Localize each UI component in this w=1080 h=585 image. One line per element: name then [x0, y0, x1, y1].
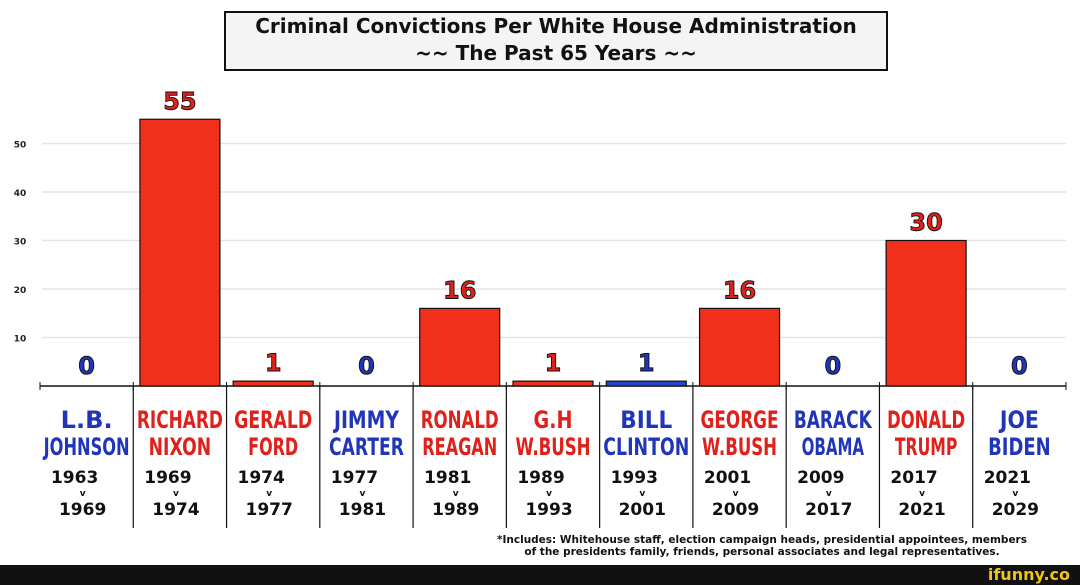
term-start-year: 1977 — [331, 468, 378, 488]
term-start-year: 2021 — [984, 468, 1031, 488]
term-end-year: 2017 — [805, 500, 852, 520]
term-separator: v — [546, 489, 552, 499]
y-tick-label: 10 — [14, 335, 27, 345]
president-name-line1: BARACK — [794, 406, 873, 434]
president-name-line1: GEORGE — [701, 406, 779, 434]
term-start-year: 2009 — [797, 468, 844, 488]
term-start-year: 1989 — [517, 468, 564, 488]
watermark-bar: ifunny.co — [0, 565, 1080, 585]
term-end-year: 2029 — [992, 500, 1039, 520]
term-end-year: 1974 — [152, 500, 199, 520]
footnote-line-2: of the presidents family, friends, perso… — [524, 546, 1000, 558]
chart-subtitle: ~~ The Past 65 Years ~~ — [415, 41, 697, 65]
president-name-line1: RONALD — [421, 406, 499, 434]
term-separator: v — [360, 489, 366, 499]
term-start-year: 2001 — [704, 468, 751, 488]
president-name-line1: JIMMY — [332, 406, 399, 434]
president-name-line2: REAGAN — [422, 433, 497, 461]
chart-title-box: Criminal Convictions Per White House Adm… — [224, 11, 888, 71]
watermark-logo: ifunny.co — [987, 565, 1070, 584]
term-start-year: 1993 — [611, 468, 658, 488]
president-name-line1: BILL — [620, 406, 672, 434]
term-separator: v — [826, 489, 832, 499]
bar-value-label: 0 — [1011, 352, 1028, 380]
president-name-line2: NIXON — [149, 433, 212, 461]
bar-value-label: 1 — [265, 349, 282, 377]
president-name-line2: JOHNSON — [42, 433, 129, 461]
term-end-year: 1989 — [432, 500, 479, 520]
y-tick-label: 50 — [14, 141, 27, 151]
bar-value-label: 30 — [909, 209, 942, 237]
bar-value-label: 16 — [443, 276, 476, 304]
bar — [139, 118, 221, 387]
president-name-line2: CLINTON — [603, 433, 689, 461]
term-separator: v — [173, 489, 179, 499]
term-separator: v — [453, 489, 459, 499]
term-separator: v — [80, 489, 86, 499]
term-start-year: 1974 — [238, 468, 285, 488]
term-start-year: 1969 — [144, 468, 191, 488]
president-name-line1: GERALD — [234, 406, 312, 434]
term-end-year: 2009 — [712, 500, 759, 520]
bar — [885, 239, 967, 387]
term-end-year: 2001 — [619, 500, 666, 520]
president-name-line1: JOE — [998, 406, 1039, 434]
president-name-line1: L.B. — [61, 406, 113, 434]
term-separator: v — [266, 489, 272, 499]
president-name-line2: W.BUSH — [516, 433, 591, 461]
president-name-line2: BIDEN — [988, 433, 1051, 461]
term-separator: v — [639, 489, 645, 499]
term-end-year: 2021 — [898, 500, 945, 520]
term-end-year: 1969 — [59, 500, 106, 520]
footnote: *Includes: Whitehouse staff, election ca… — [452, 534, 1072, 558]
term-separator: v — [733, 489, 739, 499]
president-name-line1: DONALD — [887, 406, 965, 434]
president-name-line1: RICHARD — [137, 406, 223, 434]
term-start-year: 2017 — [890, 468, 937, 488]
bar-value-label: 1 — [638, 349, 655, 377]
term-start-year: 1963 — [51, 468, 98, 488]
president-name-line2: W.BUSH — [702, 433, 777, 461]
bar — [232, 380, 314, 387]
bar-value-label: 0 — [358, 352, 375, 380]
bar-chart: 10203040500L.B.JOHNSON1963v196955RICHARD… — [14, 87, 1067, 528]
bar — [605, 380, 687, 387]
footnote-line-1: *Includes: Whitehouse staff, election ca… — [497, 534, 1027, 546]
bar — [698, 307, 781, 387]
bar-value-label: 16 — [723, 276, 756, 304]
bar-value-label: 0 — [824, 352, 841, 380]
president-name-line2: OBAMA — [802, 433, 865, 461]
term-separator: v — [919, 489, 925, 499]
president-name-line2: TRUMP — [895, 433, 958, 461]
term-end-year: 1977 — [246, 500, 293, 520]
bar-value-label: 55 — [163, 87, 196, 115]
bar-value-label: 0 — [78, 352, 95, 380]
y-tick-label: 20 — [14, 286, 27, 296]
president-name-line2: CARTER — [329, 433, 404, 461]
bar — [512, 380, 594, 387]
y-tick-label: 30 — [14, 238, 27, 248]
term-start-year: 1981 — [424, 468, 471, 488]
term-end-year: 1981 — [339, 500, 386, 520]
chart-title: Criminal Convictions Per White House Adm… — [255, 14, 857, 38]
y-tick-label: 40 — [14, 189, 27, 199]
term-end-year: 1993 — [525, 500, 572, 520]
president-name-line1: G.H — [534, 406, 573, 434]
term-separator: v — [1012, 489, 1018, 499]
bar-value-label: 1 — [545, 349, 562, 377]
president-name-line2: FORD — [248, 433, 298, 461]
bar — [419, 307, 501, 387]
